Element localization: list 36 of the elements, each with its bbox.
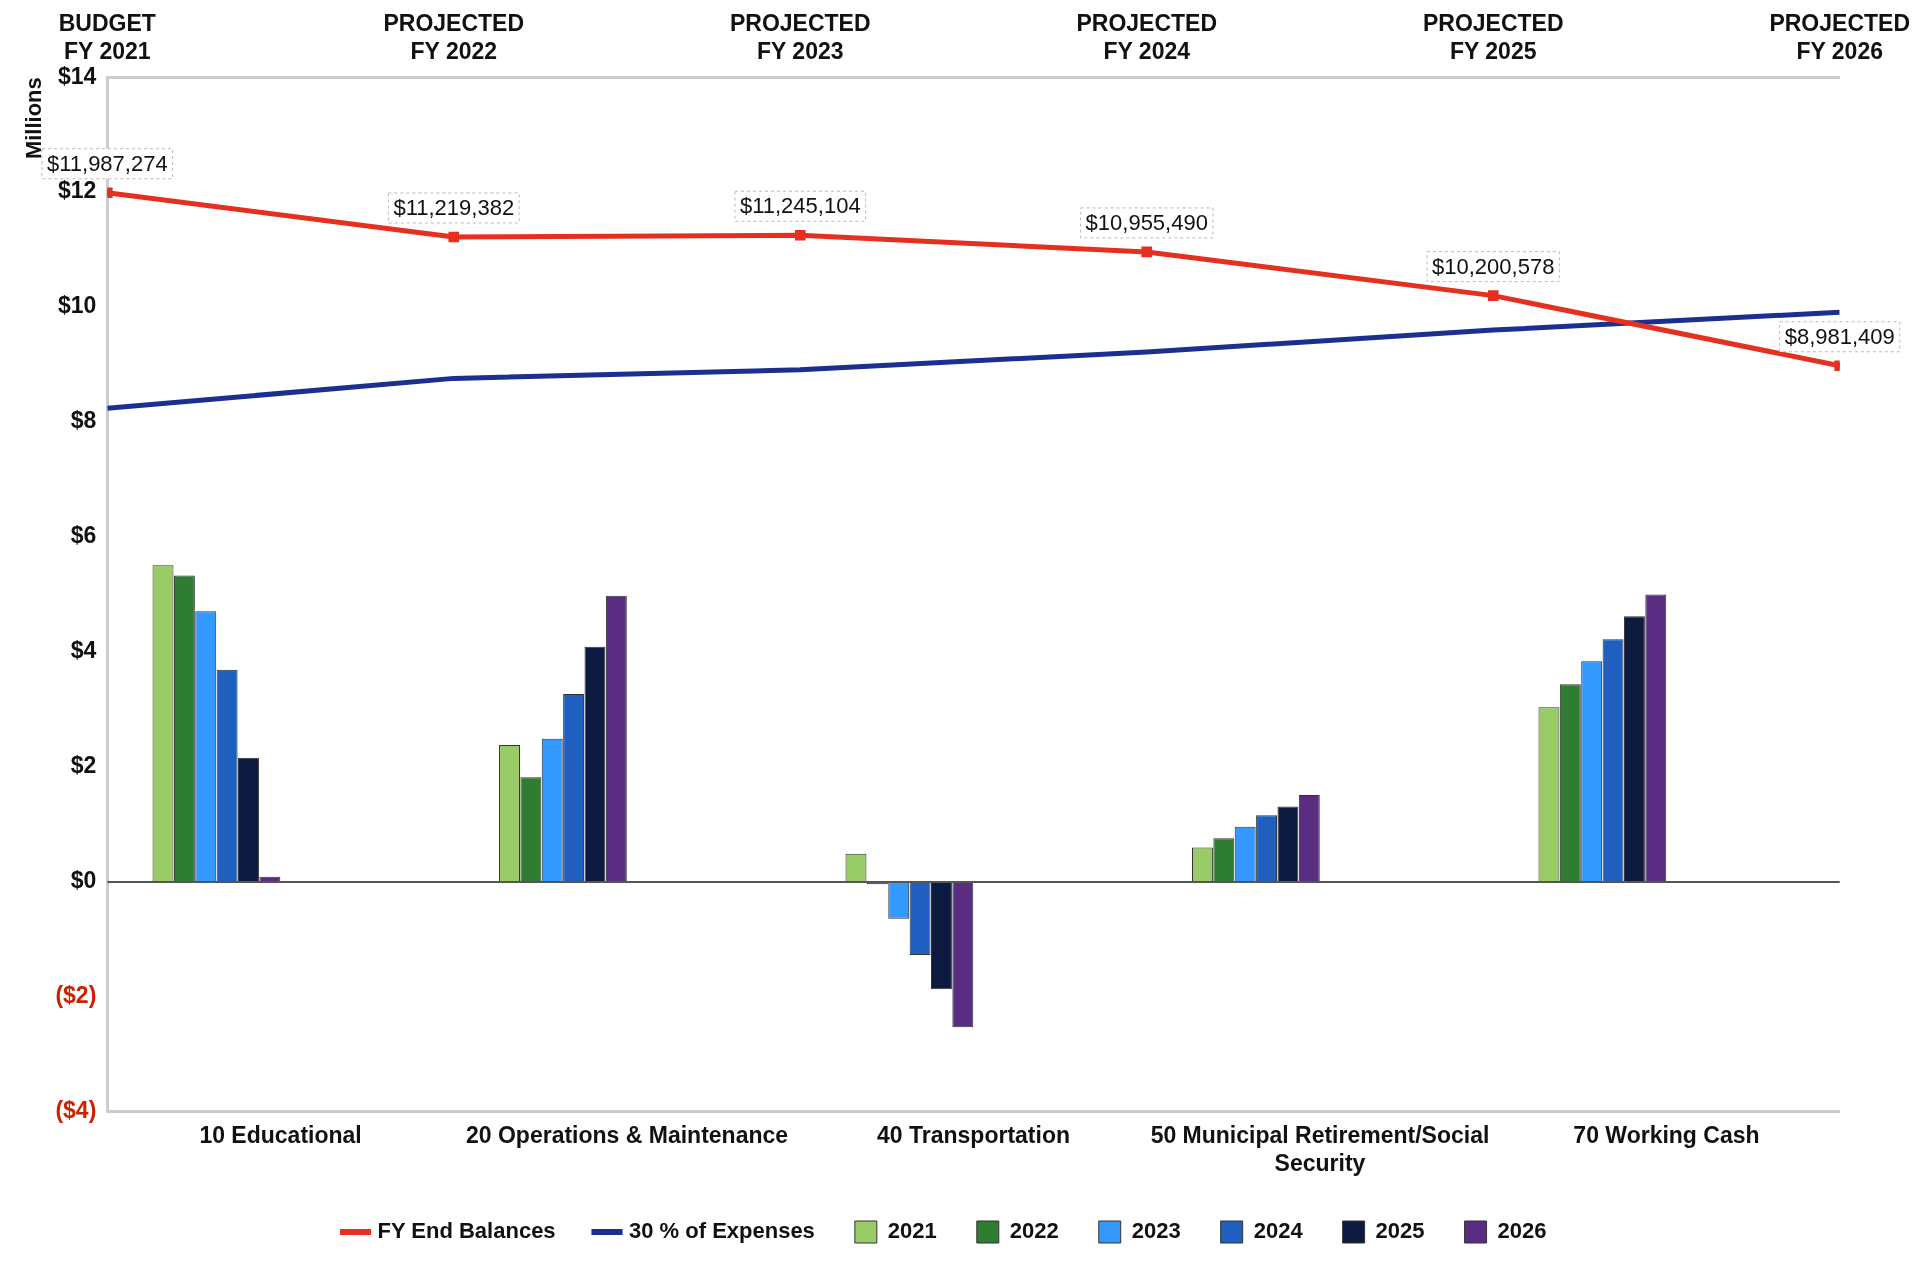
x2-tick-label: PROJECTED FY 2026 <box>1769 10 1911 64</box>
y-axis-title: Millions <box>21 77 47 160</box>
y-tick-label: ($2) <box>55 982 97 1009</box>
x2-tick-label: PROJECTED FY 2022 <box>383 10 525 64</box>
x-tick-label: 20 Operations & Maintenance <box>465 1121 789 1148</box>
x2-tick-label: BUDGET FY 2021 <box>58 10 156 64</box>
x-tick-label: 70 Working Cash <box>1573 1121 1760 1148</box>
legend-label: FY End Balances <box>377 1218 556 1244</box>
y-tick-label: $2 <box>70 752 97 779</box>
x-tick-label: 40 Transportation <box>877 1121 1070 1148</box>
annotation: $10,200,578 <box>1432 253 1555 279</box>
x-tick-label: 10 Educational <box>199 1121 362 1148</box>
y-tick-label: $8 <box>70 407 97 434</box>
y-tick-label: $6 <box>70 522 97 549</box>
x2-tick-label: PROJECTED FY 2025 <box>1422 10 1564 64</box>
annotation: $11,245,104 <box>739 193 861 219</box>
annotation: $11,219,382 <box>393 195 515 221</box>
y-tick-label: $12 <box>57 177 97 204</box>
annotation: $10,955,490 <box>1085 209 1208 235</box>
x2-tick-label: PROJECTED FY 2024 <box>1076 10 1218 64</box>
x-tick-label: 50 Municipal Retirement/Social Security <box>1150 1121 1490 1176</box>
legend-label: 2024 <box>1253 1218 1304 1244</box>
y-tick-label: $14 <box>57 62 97 89</box>
legend-label: 2023 <box>1131 1218 1181 1244</box>
legend-label: 2022 <box>1009 1218 1059 1244</box>
annotation: $11,987,274 <box>46 150 168 176</box>
annotation: $8,981,409 <box>1784 323 1895 349</box>
y-tick-label: ($4) <box>55 1097 97 1124</box>
legend-label: 2025 <box>1375 1218 1425 1244</box>
x2-tick-label: PROJECTED FY 2023 <box>729 10 871 64</box>
legend-label: 2021 <box>887 1218 937 1244</box>
y-tick-label: $0 <box>70 867 97 894</box>
legend-label: 30 % of Expenses <box>629 1218 815 1244</box>
y-tick-label: $10 <box>57 292 97 319</box>
y-tick-label: $4 <box>70 637 97 664</box>
legend-label: 2026 <box>1497 1218 1547 1244</box>
